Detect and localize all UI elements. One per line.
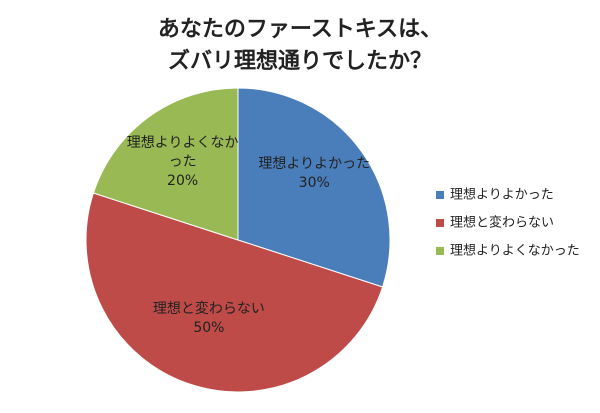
legend-label: 理想よりよかった bbox=[450, 187, 554, 203]
pie-slice bbox=[92, 87, 239, 241]
slice-label-box: 理想よりよかった 30% bbox=[254, 155, 374, 193]
legend-label: 理想よりよくなかった bbox=[450, 243, 580, 259]
legend-swatch bbox=[436, 219, 444, 227]
slice-label: 理想よりよかった 30% bbox=[254, 155, 374, 193]
chart-title: ズバリ理想通りでしたか？ bbox=[168, 48, 432, 74]
legend-label: 理想と変わらない bbox=[450, 215, 554, 231]
slice-label-box: 理想よりよくなかった 20% bbox=[123, 134, 243, 191]
chart-title: あなたのファーストキスは、 bbox=[158, 17, 442, 42]
slice-value: 30% bbox=[298, 174, 330, 191]
pie-slice bbox=[85, 192, 384, 393]
slice-label: 理想よりよくなかった 20% bbox=[123, 134, 243, 191]
slice-value: 20% bbox=[167, 172, 199, 189]
slice-category: 理想よりよくなかった bbox=[126, 134, 239, 170]
pie-slice bbox=[237, 87, 391, 288]
slice-category: 理想と変わらない bbox=[152, 300, 265, 317]
slice-category: 理想よりよかった bbox=[258, 155, 371, 172]
legend-swatch bbox=[436, 191, 444, 199]
slice-label-box: 理想と変わらない 50% bbox=[149, 300, 269, 338]
slice-label: 理想と変わらない 50% bbox=[149, 300, 269, 338]
slice-value: 50% bbox=[193, 319, 225, 336]
legend-swatch bbox=[436, 247, 444, 255]
